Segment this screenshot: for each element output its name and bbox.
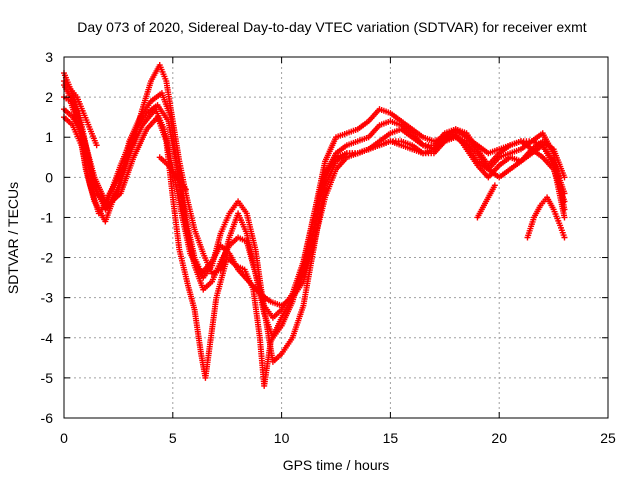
- x-tick-label: 0: [60, 430, 68, 446]
- data-point: [561, 174, 568, 181]
- plot-frame: [63, 56, 609, 419]
- series-trace-5: [61, 106, 568, 309]
- y-tick-label: -2: [41, 250, 54, 266]
- y-tick-label: 3: [45, 49, 53, 65]
- data-point: [561, 198, 568, 205]
- data-point: [561, 214, 568, 221]
- y-tick-label: 0: [45, 169, 53, 185]
- series-trace-7: [156, 154, 189, 193]
- y-tick-label: -6: [41, 410, 54, 426]
- series-trace-8: [474, 182, 498, 221]
- series-trace-4: [61, 82, 568, 389]
- chart-title: Day 073 of 2020, Sidereal Day-to-day VTE…: [77, 19, 586, 35]
- x-tick-label: 20: [491, 430, 507, 446]
- x-tick-label: 15: [383, 430, 399, 446]
- y-axis-label: SDTVAR / TECUs: [5, 182, 21, 294]
- y-tick-label: 1: [45, 129, 53, 145]
- axis-ticks: 0 5 10 15 20 25 -6 -5 -4 -3 -2 -1 0 1 2 3: [41, 49, 616, 446]
- data-point: [491, 182, 498, 189]
- data-point: [182, 186, 189, 193]
- series-trace-9: [524, 194, 568, 241]
- x-tick-label: 25: [600, 430, 616, 446]
- y-tick-label: -1: [41, 209, 54, 225]
- data-point: [93, 142, 100, 149]
- x-tick-label: 5: [169, 430, 177, 446]
- y-tick-label: -3: [41, 290, 54, 306]
- y-tick-label: -5: [41, 370, 54, 386]
- x-axis-label: GPS time / hours: [283, 457, 390, 473]
- y-tick-label: 2: [45, 89, 53, 105]
- y-tick-label: -4: [41, 330, 54, 346]
- x-tick-label: 10: [274, 430, 290, 446]
- data-point: [561, 234, 568, 241]
- data-points: [61, 62, 568, 389]
